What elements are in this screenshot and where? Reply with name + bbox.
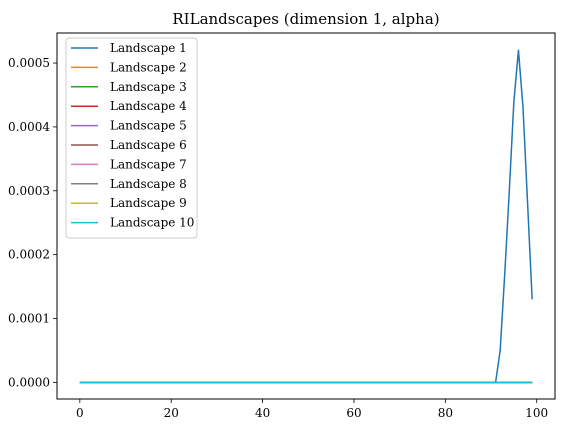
legend-label-4: Landscape 4 — [110, 99, 187, 113]
legend-label-8: Landscape 8 — [110, 177, 187, 191]
y-axis: 0.0000 0.0001 0.0002 0.0003 0.0004 0.0005 — [8, 56, 57, 389]
x-tick-label: 100 — [525, 406, 548, 420]
legend-label-1: Landscape 1 — [110, 41, 187, 55]
legend-label-10: Landscape 10 — [110, 216, 194, 230]
y-tick-label: 0.0000 — [8, 375, 50, 389]
legend-label-5: Landscape 5 — [110, 119, 187, 133]
x-tick-label: 60 — [346, 406, 361, 420]
y-tick-label: 0.0002 — [8, 248, 50, 262]
y-tick-label: 0.0005 — [8, 56, 50, 70]
y-tick-label: 0.0001 — [8, 312, 50, 326]
legend-label-2: Landscape 2 — [110, 60, 187, 74]
legend-label-9: Landscape 9 — [110, 196, 187, 210]
x-axis: 0 20 40 60 80 100 — [76, 399, 548, 420]
x-tick-label: 20 — [164, 406, 179, 420]
y-tick-label: 0.0003 — [8, 184, 50, 198]
legend-label-3: Landscape 3 — [110, 80, 187, 94]
x-tick-label: 80 — [438, 406, 453, 420]
legend-label-7: Landscape 7 — [110, 157, 187, 171]
y-tick-label: 0.0004 — [8, 120, 50, 134]
legend-label-6: Landscape 6 — [110, 138, 187, 152]
x-tick-label: 40 — [255, 406, 270, 420]
chart-title: RILandscapes (dimension 1, alpha) — [172, 10, 439, 28]
x-tick-label: 0 — [76, 406, 84, 420]
legend: Landscape 1 Landscape 2 Landscape 3 Landsca… — [66, 38, 197, 238]
